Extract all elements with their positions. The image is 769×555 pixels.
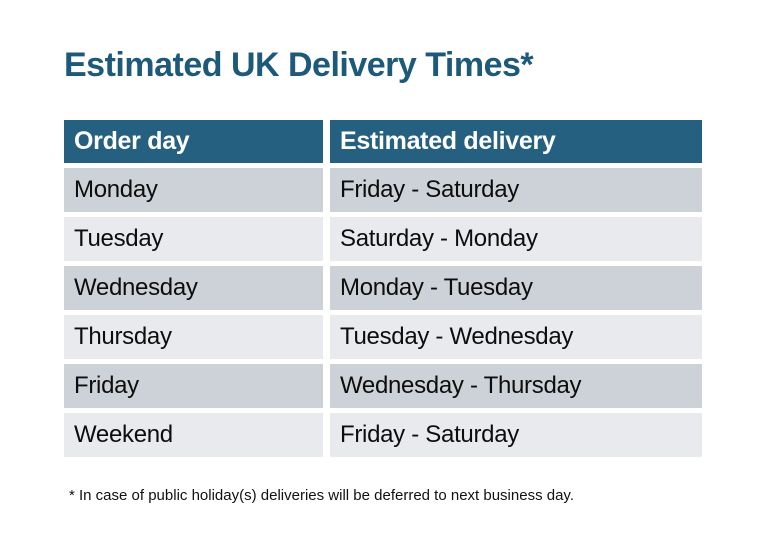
estimated-delivery-cell: Monday - Tuesday — [330, 266, 702, 310]
column-header-order-day: Order day — [64, 120, 323, 163]
estimated-delivery-cell: Wednesday - Thursday — [330, 364, 702, 408]
estimated-delivery-cell: Friday - Saturday — [330, 168, 702, 212]
order-day-cell: Tuesday — [64, 217, 323, 261]
order-day-cell: Friday — [64, 364, 323, 408]
column-header-estimated-delivery: Estimated delivery — [330, 120, 702, 163]
estimated-delivery-cell: Friday - Saturday — [330, 413, 702, 457]
page-title: Estimated UK Delivery Times* — [64, 46, 534, 84]
order-day-cell: Weekend — [64, 413, 323, 457]
delivery-times-table: Order day Estimated delivery Monday Frid… — [64, 120, 702, 457]
order-day-cell: Thursday — [64, 315, 323, 359]
estimated-delivery-cell: Saturday - Monday — [330, 217, 702, 261]
order-day-cell: Monday — [64, 168, 323, 212]
order-day-cell: Wednesday — [64, 266, 323, 310]
footnote: * In case of public holiday(s) deliverie… — [69, 487, 574, 504]
estimated-delivery-cell: Tuesday - Wednesday — [330, 315, 702, 359]
